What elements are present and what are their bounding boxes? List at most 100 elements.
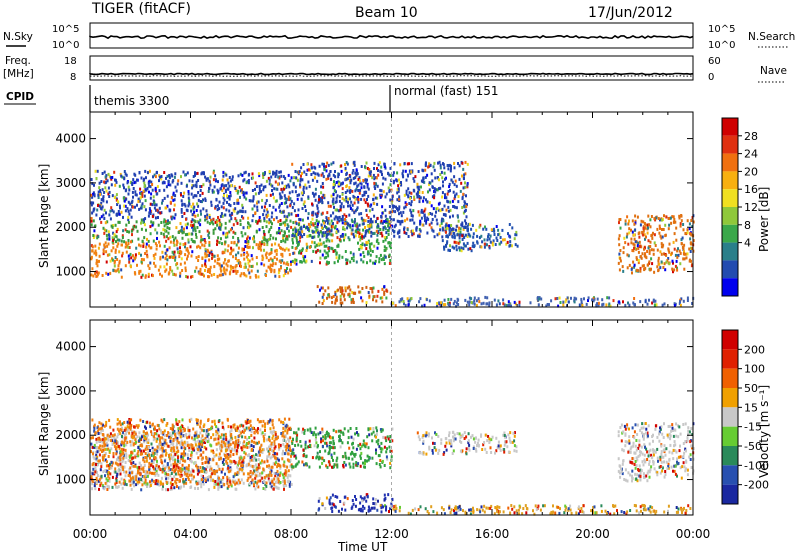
power-echo-cell <box>240 254 242 257</box>
power-echo-cell <box>123 176 125 179</box>
power-echo-cell <box>158 224 160 227</box>
nave-tick-bottom: 0 <box>708 72 714 83</box>
power-echo-cell <box>640 255 642 258</box>
power-echo-cell <box>618 218 620 221</box>
velocity-echo-cell <box>268 480 270 483</box>
power-echo-cell <box>382 177 384 180</box>
power-echo-cell <box>146 255 148 258</box>
power-echo-cell <box>683 228 685 231</box>
power-echo-cell <box>413 177 415 180</box>
power-echo-cell <box>337 289 339 292</box>
velocity-echo-cell <box>252 472 254 475</box>
power-echo-cell <box>353 211 355 214</box>
power-echo-cell <box>296 239 298 242</box>
power-echo-cell <box>380 297 382 300</box>
power-echo-cell <box>100 180 102 183</box>
power-echo-cell <box>361 183 363 186</box>
velocity-echo-cell <box>197 456 199 459</box>
power-echo-cell <box>345 167 347 170</box>
power-echo-cell <box>293 183 295 186</box>
power-echo-cell <box>204 259 206 262</box>
power-echo-cell <box>105 221 107 224</box>
power-echo-cell <box>474 297 476 300</box>
power-echo-cell <box>153 240 155 243</box>
velocity-echo-cell <box>143 450 145 453</box>
power-echo-cell <box>458 229 460 232</box>
power-echo-cell <box>277 176 279 179</box>
power-echo-cell <box>353 253 355 256</box>
power-echo-cell <box>690 260 692 263</box>
power-echo-cell <box>271 243 273 246</box>
power-echo-cell <box>379 161 381 164</box>
power-echo-cell <box>263 217 265 220</box>
velocity-echo-cell <box>93 427 95 430</box>
power-echo-cell <box>130 265 132 268</box>
power-echo-cell <box>277 220 279 223</box>
power-echo-cell <box>504 238 506 241</box>
power-echo-cell <box>194 194 196 197</box>
velocity-echo-cell <box>138 478 140 481</box>
power-echo-cell <box>360 212 362 215</box>
power-echo-cell <box>408 235 410 238</box>
power-echo-cell <box>167 180 169 183</box>
power-echo-cell <box>200 213 202 216</box>
power-echo-cell <box>258 219 260 222</box>
velocity-echo-cell <box>120 469 122 472</box>
power-echo-cell <box>484 296 486 299</box>
power-echo-cell <box>682 223 684 226</box>
velocity-echo-cell <box>253 459 255 462</box>
power-echo-cell <box>247 268 249 271</box>
power-echo-cell <box>499 302 501 305</box>
power-echo-cell <box>140 254 142 257</box>
power-echo-cell <box>395 206 397 209</box>
power-echo-cell <box>263 249 265 252</box>
power-echo-cell <box>222 175 224 178</box>
power-echo-cell <box>229 272 231 275</box>
power-echo-cell <box>443 213 445 216</box>
power-echo-cell <box>351 209 353 212</box>
power-echo-cell <box>224 258 226 261</box>
velocity-echo-cell <box>283 461 285 464</box>
power-echo-cell <box>435 211 437 214</box>
power-echo-cell <box>110 217 112 220</box>
power-echo-cell <box>174 194 176 197</box>
power-echo-cell <box>429 299 431 302</box>
power-echo-cell <box>422 177 424 180</box>
power-echo-cell <box>409 191 411 194</box>
velocity-echo-cell <box>243 445 245 448</box>
power-echo-cell <box>92 245 94 248</box>
power-echo-cell <box>313 224 315 227</box>
power-echo-cell <box>630 238 632 241</box>
power-echo-cell <box>133 181 135 184</box>
velocity-echo-cell <box>247 479 249 482</box>
power-echo-cell <box>336 252 338 255</box>
power-echo-cell <box>91 223 93 226</box>
power-echo-cell <box>175 186 177 189</box>
power-echo-cell <box>468 303 470 306</box>
power-echo-cell <box>91 220 93 223</box>
power-echo-cell <box>331 239 333 242</box>
power-echo-cell <box>223 267 225 270</box>
power-echo-cell <box>601 298 603 301</box>
power-echo-cell <box>605 303 607 306</box>
power-echo-cell <box>315 251 317 254</box>
power-echo-cell <box>439 228 441 231</box>
power-echo-cell <box>295 170 297 173</box>
power-echo-cell <box>318 198 320 201</box>
power-echo-cell <box>238 247 240 250</box>
power-echo-cell <box>262 176 264 179</box>
power-echo-cell <box>633 223 635 226</box>
power-echo-cell <box>102 274 104 277</box>
power-echo-cell <box>99 217 101 220</box>
velocity-echo-cell <box>283 488 285 491</box>
power-echo-cell <box>555 297 557 300</box>
power-echo-cell <box>93 229 95 232</box>
velocity-echo-cell <box>217 483 219 486</box>
velocity-echo-cell <box>282 431 284 434</box>
power-echo-cell <box>106 245 108 248</box>
power-echo-cell <box>639 270 641 273</box>
power-echo-cell <box>177 183 179 186</box>
power-echo-cell <box>341 182 343 185</box>
power-echo-cell <box>394 210 396 213</box>
power-echo-cell <box>421 217 423 220</box>
